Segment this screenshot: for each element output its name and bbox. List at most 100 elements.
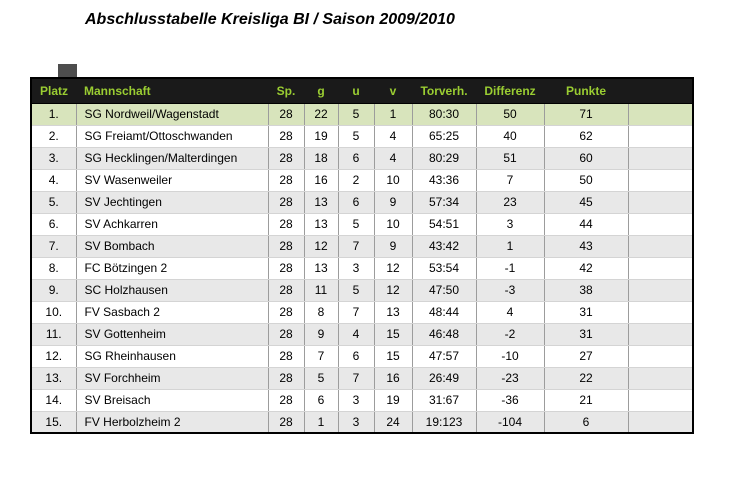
cell-punkte: 38 — [544, 279, 629, 302]
column-header-u: u — [338, 78, 374, 104]
cell-g: 13 — [304, 213, 339, 236]
cell-differenz: -2 — [476, 323, 545, 346]
spacer-cell — [628, 411, 693, 434]
cell-mannschaft: FV Sasbach 2 — [76, 301, 269, 324]
spacer-cell — [628, 191, 693, 214]
cell-platz: 14. — [31, 389, 77, 412]
cell-mannschaft: FV Herbolzheim 2 — [76, 411, 269, 434]
cell-v: 16 — [374, 367, 413, 390]
cell-differenz: -36 — [476, 389, 545, 412]
cell-sp: 28 — [268, 367, 305, 390]
cell-sp: 28 — [268, 103, 305, 126]
cell-platz: 13. — [31, 367, 77, 390]
cell-mannschaft: FC Bötzingen 2 — [76, 257, 269, 280]
table-row: 6. SV Achkarren 28 13 5 10 54:51 3 44 — [31, 213, 693, 236]
cell-torverh: 31:67 — [412, 389, 477, 412]
table-body: 1. SG Nordweil/Wagenstadt 28 22 5 1 80:30 50 71 2… — [31, 103, 693, 434]
cell-torverh: 47:57 — [412, 345, 477, 368]
cell-platz: 9. — [31, 279, 77, 302]
cell-g: 13 — [304, 257, 339, 280]
cell-v: 12 — [374, 257, 413, 280]
cell-punkte: 50 — [544, 169, 629, 192]
column-header-sp: Sp. — [268, 78, 304, 104]
cell-torverh: 53:54 — [412, 257, 477, 280]
cell-g: 6 — [304, 389, 339, 412]
spacer-cell — [628, 345, 693, 368]
table-row: 15. FV Herbolzheim 2 28 1 3 24 19:123 -104 6 — [31, 411, 693, 434]
cell-g: 7 — [304, 345, 339, 368]
cell-platz: 11. — [31, 323, 77, 346]
cell-g: 13 — [304, 191, 339, 214]
cell-sp: 28 — [268, 235, 305, 258]
cell-v: 9 — [374, 191, 413, 214]
cell-mannschaft: SV Forchheim — [76, 367, 269, 390]
cell-u: 7 — [338, 235, 375, 258]
cell-differenz: -23 — [476, 367, 545, 390]
league-table: Platz Mannschaft Sp. g u v Torverh. Differenz Pu… — [30, 77, 694, 434]
cell-g: 1 — [304, 411, 339, 434]
cell-u: 7 — [338, 301, 375, 324]
cell-v: 13 — [374, 301, 413, 324]
table-row: 2. SG Freiamt/Ottoschwanden 28 19 5 4 65:25 40 6… — [31, 125, 693, 148]
cell-sp: 28 — [268, 147, 305, 170]
cell-punkte: 71 — [544, 103, 629, 126]
cell-torverh: 57:34 — [412, 191, 477, 214]
cell-punkte: 45 — [544, 191, 629, 214]
cell-torverh: 47:50 — [412, 279, 477, 302]
cell-u: 5 — [338, 125, 375, 148]
spacer-cell — [628, 235, 693, 258]
cell-torverh: 48:44 — [412, 301, 477, 324]
cell-differenz: 40 — [476, 125, 545, 148]
cell-punkte: 27 — [544, 345, 629, 368]
cell-differenz: 23 — [476, 191, 545, 214]
cell-torverh: 46:48 — [412, 323, 477, 346]
cell-differenz: 51 — [476, 147, 545, 170]
cell-g: 5 — [304, 367, 339, 390]
spacer-cell — [628, 169, 693, 192]
cell-mannschaft: SV Achkarren — [76, 213, 269, 236]
cell-v: 4 — [374, 147, 413, 170]
cell-punkte: 31 — [544, 301, 629, 324]
cell-torverh: 19:123 — [412, 411, 477, 434]
cell-g: 22 — [304, 103, 339, 126]
cell-g: 16 — [304, 169, 339, 192]
cell-u: 6 — [338, 147, 375, 170]
header-row: Platz Mannschaft Sp. g u v Torverh. Differenz Pu… — [31, 78, 693, 104]
cell-sp: 28 — [268, 125, 305, 148]
cell-mannschaft: SG Hecklingen/Malterdingen — [76, 147, 269, 170]
cell-g: 18 — [304, 147, 339, 170]
cell-v: 15 — [374, 323, 413, 346]
table-row: 14. SV Breisach 28 6 3 19 31:67 -36 21 — [31, 389, 693, 412]
cell-sp: 28 — [268, 257, 305, 280]
cell-v: 24 — [374, 411, 413, 434]
cell-platz: 7. — [31, 235, 77, 258]
cell-punkte: 22 — [544, 367, 629, 390]
table-row: 13. SV Forchheim 28 5 7 16 26:49 -23 22 — [31, 367, 693, 390]
column-header-g: g — [304, 78, 338, 104]
cell-sp: 28 — [268, 345, 305, 368]
cell-mannschaft: SV Gottenheim — [76, 323, 269, 346]
table-row: 7. SV Bombach 28 12 7 9 43:42 1 43 — [31, 235, 693, 258]
column-header-v: v — [374, 78, 412, 104]
cell-v: 4 — [374, 125, 413, 148]
league-table-container: Platz Mannschaft Sp. g u v Torverh. Differenz Pu… — [30, 77, 694, 434]
table-row: 5. SV Jechtingen 28 13 6 9 57:34 23 45 — [31, 191, 693, 214]
cell-mannschaft: SG Rheinhausen — [76, 345, 269, 368]
cell-differenz: -3 — [476, 279, 545, 302]
spacer-cell — [628, 147, 693, 170]
column-header-platz: Platz — [31, 78, 76, 104]
spacer-cell — [628, 323, 693, 346]
table-row: 11. SV Gottenheim 28 9 4 15 46:48 -2 31 — [31, 323, 693, 346]
table-row: 1. SG Nordweil/Wagenstadt 28 22 5 1 80:30 50 71 — [31, 103, 693, 126]
spacer-cell — [628, 213, 693, 236]
cell-v: 10 — [374, 169, 413, 192]
cell-sp: 28 — [268, 279, 305, 302]
cell-mannschaft: SG Freiamt/Ottoschwanden — [76, 125, 269, 148]
cell-platz: 6. — [31, 213, 77, 236]
cell-sp: 28 — [268, 169, 305, 192]
page-title: Abschlusstabelle Kreisliga BI / Saison 2… — [85, 11, 455, 28]
corner-square — [58, 64, 77, 77]
cell-sp: 28 — [268, 411, 305, 434]
table-row: 9. SC Holzhausen 28 11 5 12 47:50 -3 38 — [31, 279, 693, 302]
